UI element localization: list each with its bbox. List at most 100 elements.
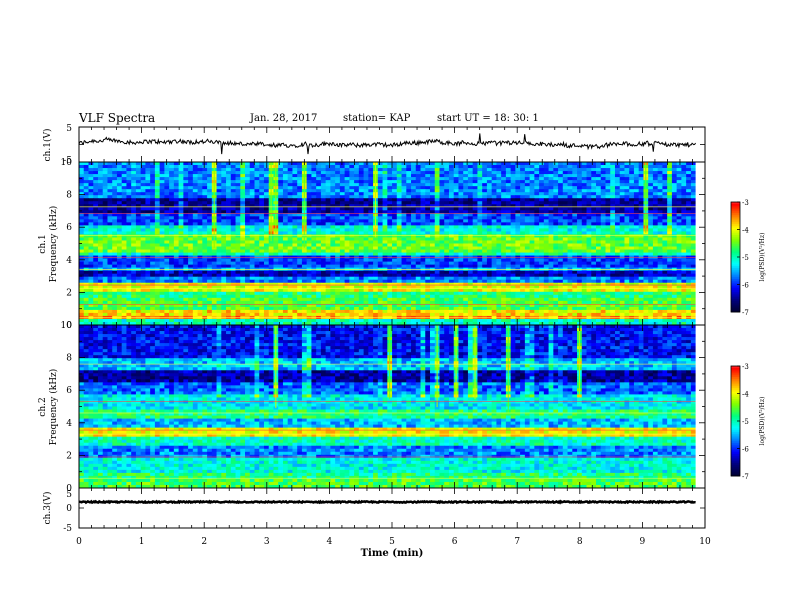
spectrogram-cell [420, 252, 426, 256]
spectrogram-cell [363, 228, 369, 232]
spectrogram-cell [221, 273, 227, 278]
spectrogram-cell [648, 183, 654, 187]
spectrogram-cell [524, 219, 530, 223]
spectrogram-cell [178, 207, 184, 211]
spectrogram-cell [614, 165, 621, 169]
spectrogram-cell [159, 219, 165, 223]
spectrogram-cell [287, 231, 293, 235]
spectrogram-cell [188, 264, 194, 269]
spectrogram-cell [102, 192, 108, 196]
spectrogram-cell [235, 258, 241, 263]
spectrogram-cell [676, 219, 682, 223]
spectrogram-cell [387, 228, 393, 232]
spectrogram-cell [638, 186, 644, 190]
spectrogram-cell [482, 162, 488, 166]
spectrogram-cell [154, 189, 161, 193]
spectrogram-cell [159, 231, 165, 235]
spectrogram-cell [235, 174, 241, 178]
spectrogram-cell [548, 162, 554, 166]
spectrogram-cell [320, 222, 327, 226]
spectrogram-cell [173, 237, 179, 241]
spectrogram-cell [121, 183, 127, 187]
spectrogram-cell [325, 195, 331, 199]
spectrogram-cell [311, 258, 317, 263]
spectrogram-cell [406, 252, 412, 256]
spectrogram-cell [657, 177, 663, 181]
spectrogram-cell [681, 270, 687, 275]
spectrogram-cell [543, 213, 549, 217]
spectrogram-cell [529, 192, 535, 196]
spectrogram-cell [83, 213, 89, 217]
spectrogram-cell [501, 186, 507, 190]
spectrogram-cell [263, 231, 270, 235]
spectrogram-cell [510, 243, 516, 247]
spectrogram-cell [88, 204, 94, 208]
spectrogram-cell [558, 258, 564, 263]
spectrogram-cell [320, 171, 327, 175]
spectrogram-cell [93, 195, 99, 199]
spectrogram-cell [667, 171, 673, 175]
spectrogram-cell [444, 165, 450, 169]
spectrogram-cell [282, 252, 289, 256]
spectrogram-cell [240, 189, 246, 193]
spectrogram-cell [235, 219, 241, 223]
spectrogram-cell [619, 261, 625, 266]
spectrogram-cell [178, 237, 184, 241]
spectrogram-cell [567, 213, 573, 217]
spectrogram-cell [553, 192, 559, 196]
spectrogram-cell [79, 228, 85, 232]
spectrogram-cell [429, 162, 436, 166]
spectrogram-cell [529, 180, 535, 184]
spectrogram-cell [173, 243, 179, 247]
spectrogram-cell [259, 180, 265, 184]
spectrogram-cell [169, 201, 175, 205]
spectrogram-cell [121, 222, 127, 226]
spectrogram-cell [439, 249, 445, 253]
spectrogram-cell [434, 210, 440, 214]
spectrogram-cell [501, 246, 507, 250]
spectrogram-cell [116, 222, 123, 226]
spectrogram-cell [520, 198, 526, 202]
spectrogram-cell [558, 195, 564, 199]
spectrogram-cell [396, 183, 402, 187]
spectrogram-cell [121, 261, 127, 266]
spectrogram-cell [505, 237, 512, 241]
spectrogram-cell [287, 273, 293, 278]
spectrogram-cell [330, 219, 336, 223]
spectrogram-cell [396, 261, 402, 266]
spectrogram-cell [581, 198, 587, 202]
spectrogram-cell [330, 204, 336, 208]
spectrogram-cell [652, 183, 659, 187]
spectrogram-cell [501, 192, 507, 196]
spectrogram-cell [596, 261, 602, 266]
spectrogram-cell [411, 246, 417, 250]
spectrogram-cell [392, 183, 398, 187]
spectrogram-cell [135, 219, 142, 223]
spectrogram-cell [79, 252, 85, 256]
spectrogram-cell [339, 216, 346, 220]
spectrogram-cell [401, 189, 407, 193]
spectrogram-cell [377, 171, 383, 175]
spectrogram-cell [510, 231, 516, 235]
spectrogram-cell [164, 183, 170, 187]
spectrogram-cell [126, 192, 132, 196]
spectrogram-cell [358, 189, 364, 193]
spectrogram-cell [354, 270, 360, 275]
spectrogram-cell [93, 177, 99, 181]
spectrogram-cell [382, 219, 388, 223]
spectrogram-cell [439, 264, 445, 269]
spectrogram-cell [496, 204, 502, 208]
spectrogram-cell [107, 213, 113, 217]
spectrogram-cell [173, 204, 179, 208]
spectrogram-cell [325, 252, 331, 256]
spectrogram-cell [411, 243, 417, 247]
spectrogram-cell [178, 192, 184, 196]
spectrogram-cell [192, 186, 198, 190]
spectrogram-cell [297, 252, 303, 256]
spectrogram-cell [240, 201, 246, 205]
spectrogram-cell [586, 219, 592, 223]
spectrogram-cell [690, 204, 697, 208]
spectrogram-cell [524, 177, 530, 181]
spectrogram-cell [311, 231, 317, 235]
spectrogram-cell [131, 270, 137, 275]
